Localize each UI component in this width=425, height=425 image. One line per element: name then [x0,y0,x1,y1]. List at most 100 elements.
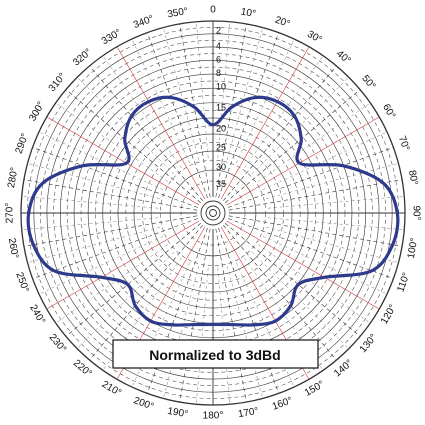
radial-tick-label: 15 [216,102,226,112]
angle-label: 200° [132,395,155,412]
angle-label: 180° [203,411,224,422]
minor-spoke [267,196,405,209]
grid-spoke [179,23,211,198]
angle-label: 290° [14,132,31,155]
radial-tick-label: 4 [216,41,221,51]
grid-spoke [228,179,403,211]
grid-spoke [65,223,201,337]
angle-label: 20° [273,15,291,31]
angle-label: 350° [167,6,189,20]
center-ring [200,200,226,226]
radiation-pattern-curve [26,95,400,327]
angle-label: 0 [210,5,216,16]
minor-spoke [217,267,230,405]
angle-label: 120° [379,303,399,326]
angle-label: 260° [6,237,20,259]
angle-label: 90° [410,205,421,220]
angle-label: 280° [6,167,20,189]
minor-spoke [227,266,263,399]
accent-spoke [116,46,206,200]
minor-spoke [196,21,209,159]
angle-label: 210° [100,379,123,399]
grid-spoke [223,65,337,201]
center-ring [209,209,217,217]
grid-spoke [32,147,199,208]
grid-spoke [179,228,211,403]
grid-spoke [218,227,279,394]
minor-spoke [244,55,324,169]
minor-spoke [163,27,199,160]
minor-spoke [266,163,399,199]
angle-label: 190° [167,406,189,420]
angle-label: 30° [305,29,324,46]
minor-spoke [266,227,399,263]
angle-label: 160° [271,395,294,412]
radial-tick-label: 6 [216,54,221,64]
angle-label: 250° [13,271,30,294]
minor-spoke [196,267,209,405]
minor-spoke [38,131,164,190]
angle-label: 330° [100,27,123,47]
angle-label: 100° [406,237,420,259]
minor-spoke [21,217,159,230]
grid-spoke [65,89,201,203]
grid-spoke [227,147,394,208]
grid-spoke [215,228,247,403]
minor-spoke [262,131,388,190]
radial-tick-label: 10 [216,81,226,91]
accent-spoke [46,116,200,206]
polar-grid [20,20,406,406]
radial-tick-label: 35 [216,179,226,189]
minor-spoke [77,251,175,349]
minor-spoke [38,236,164,295]
grid-spoke [227,218,394,279]
radial-tick-label: 20 [216,124,226,134]
grid-spoke [23,179,198,211]
angle-label: 300° [27,100,47,123]
grid-spoke [89,65,203,201]
radial-tick-label: 8 [216,68,221,78]
angle-label: 340° [132,14,155,31]
grid-spoke [89,225,203,361]
minor-spoke [267,217,405,230]
angle-label: 150° [303,379,326,399]
grid-spoke [223,225,337,361]
angle-label: 270° [5,203,16,224]
angle-label: 170° [237,406,259,420]
angle-label: 110° [395,271,412,294]
minor-spoke [27,227,160,263]
grid-spoke [228,215,403,247]
minor-spoke [21,196,159,209]
angle-label: 40° [334,49,353,67]
accent-spoke [226,220,380,310]
normalization-note: Normalized to 3dBd [112,339,319,369]
grid-spoke [32,218,199,279]
radial-tick-label: 25 [216,143,226,153]
minor-spoke [102,55,182,169]
grid-spoke [23,215,198,247]
grid-spoke [218,32,279,199]
minor-spoke [236,38,295,164]
angle-label: 10° [240,7,257,20]
minor-spoke [251,251,349,349]
grid-spoke [215,23,247,198]
angle-label: 80° [406,169,419,186]
radial-tick-label: 30 [216,162,226,172]
note-text: Normalized to 3dBd [149,347,280,363]
grid-spoke [147,32,208,199]
minor-spoke [131,38,190,164]
minor-spoke [257,102,371,182]
minor-spoke [27,163,160,199]
accent-spoke [226,116,380,206]
minor-spoke [257,244,371,324]
grid-spoke [225,223,361,337]
grid-spoke [147,227,208,394]
radial-tick-label: 2 [216,26,221,36]
note-box [112,339,319,369]
angle-label: 240° [27,303,47,326]
angle-label: 50° [359,73,377,92]
minor-spoke [227,27,263,160]
accent-spoke [220,46,310,200]
accent-spoke [46,220,200,310]
minor-spoke [217,21,230,159]
